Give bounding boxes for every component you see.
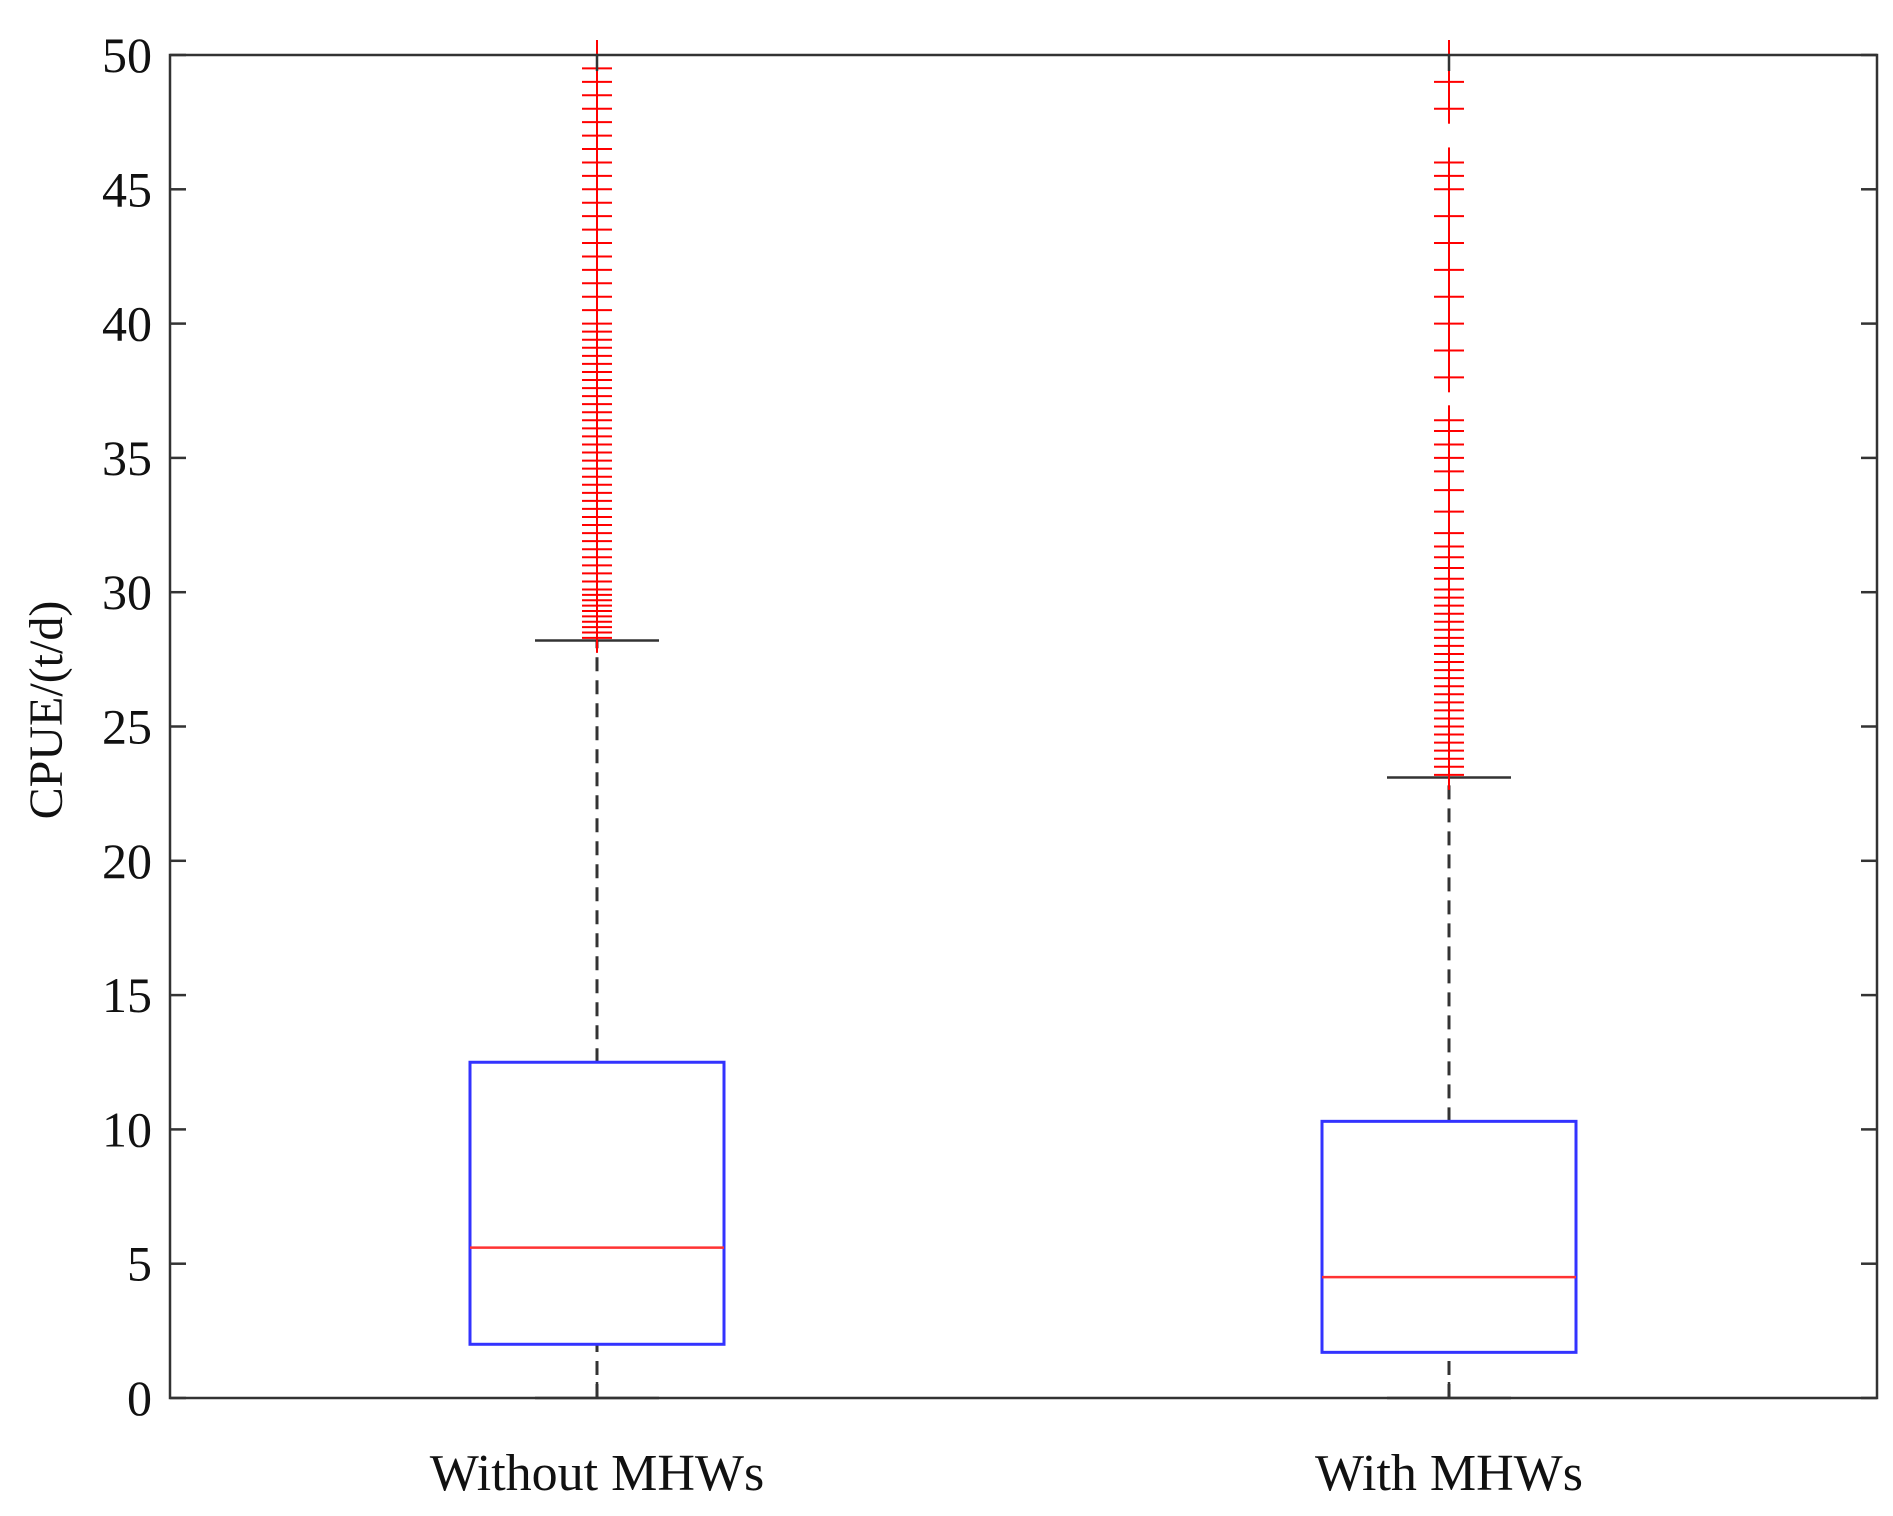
y-tick-label: 50 (102, 27, 152, 83)
iqr-box (468, 1060, 726, 1346)
x-category-label: Without MHWs (430, 1445, 764, 1502)
outlier-point (1434, 254, 1464, 285)
y-tick-label: 10 (102, 1101, 152, 1157)
outlier-group (582, 40, 612, 653)
axes: 0 5 10 15 20 25 30 35 40 45 50 Without MHWs With MHW… (102, 27, 1879, 1502)
outlier-point (1434, 281, 1464, 312)
outlier-point (1434, 362, 1464, 393)
y-tick-label: 15 (102, 967, 152, 1023)
outlier-point (1434, 228, 1464, 259)
y-axis-label: CPUE/(t/d) (20, 601, 73, 820)
plot-frame (168, 53, 1879, 1400)
box-group-2 (1320, 40, 1578, 1400)
y-tick-label: 20 (102, 833, 152, 889)
outlier-point (1434, 66, 1464, 97)
outlier-point (1434, 147, 1464, 178)
y-tick-label: 45 (102, 161, 152, 217)
y-tick-label: 35 (102, 430, 152, 486)
y-tick-label: 25 (102, 699, 152, 755)
y-tick-label: 0 (127, 1370, 152, 1426)
outlier-point (1434, 93, 1464, 124)
outlier-group (1434, 40, 1464, 790)
box-group-1 (468, 40, 726, 1400)
y-tick-label: 40 (102, 296, 152, 352)
y-tick-label: 5 (127, 1236, 152, 1292)
outlier-point (1434, 335, 1464, 366)
iqr-box (1320, 1119, 1578, 1354)
outlier-point (1434, 201, 1464, 232)
y-tick-label: 30 (102, 564, 152, 620)
outlier-point (1434, 405, 1464, 436)
plot-area (468, 40, 1578, 1400)
outlier-point (1434, 308, 1464, 339)
x-category-label: With MHWs (1315, 1445, 1583, 1502)
